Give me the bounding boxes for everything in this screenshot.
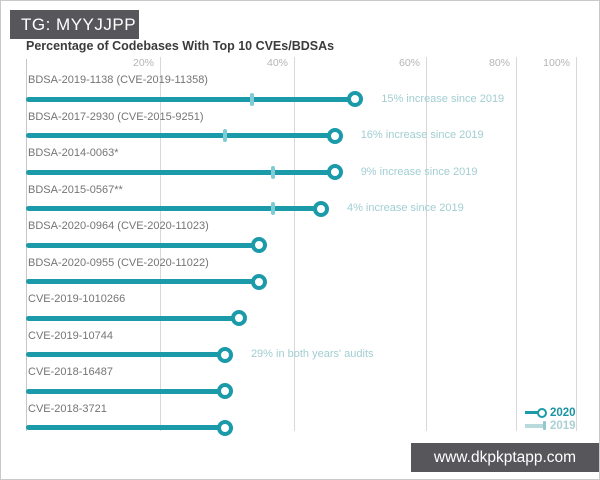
endpoint-2020-marker bbox=[216, 419, 233, 436]
bar-annotation: 15% increase since 2019 bbox=[381, 92, 505, 105]
endpoint-2020-marker bbox=[326, 127, 343, 144]
legend-label-2019: 2019 bbox=[550, 419, 576, 432]
bar-annotation: 9% increase since 2019 bbox=[360, 165, 478, 178]
legend-item-2019: 2019 bbox=[525, 419, 576, 432]
chart-title: Percentage of Codebases With Top 10 CVEs… bbox=[26, 39, 335, 53]
legend: 2020 2019 bbox=[525, 406, 576, 432]
marker-2019 bbox=[250, 92, 255, 106]
endpoint-2020-marker bbox=[326, 164, 343, 181]
bar-2020 bbox=[26, 242, 260, 248]
bar-2020 bbox=[26, 133, 335, 139]
bar-2020 bbox=[26, 279, 260, 285]
gridline bbox=[576, 57, 577, 431]
endpoint-2020-marker bbox=[312, 200, 329, 217]
endpoint-2020-marker bbox=[230, 310, 247, 327]
category-label: CVE-2018-3721 bbox=[28, 402, 107, 415]
legend-2019-line-tick-marker bbox=[525, 421, 546, 430]
bar-annotation: 16% increase since 2019 bbox=[360, 129, 484, 142]
bar-annotation: 29% in both years' audits bbox=[250, 348, 374, 361]
axis-tick-label: 60% bbox=[398, 57, 420, 69]
category-label: BDSA-2015-0567** bbox=[28, 183, 123, 196]
category-label: CVE-2019-10744 bbox=[28, 329, 114, 342]
bar-2020 bbox=[26, 425, 225, 431]
legend-item-2020: 2020 bbox=[525, 406, 576, 419]
category-label: BDSA-2020-0964 (CVE-2020-11023) bbox=[28, 220, 209, 233]
watermark-url: www.dkpkptapp.com bbox=[411, 443, 599, 472]
endpoint-2020-marker bbox=[251, 237, 268, 254]
category-label: BDSA-2019-1138 (CVE-2019-11358) bbox=[28, 74, 208, 86]
endpoint-2020-marker bbox=[216, 383, 233, 400]
bar-2020 bbox=[26, 206, 321, 212]
category-label: BDSA-2014-0063* bbox=[28, 147, 119, 160]
legend-label-2020: 2020 bbox=[550, 406, 576, 419]
category-label: BDSA-2020-0955 (CVE-2020-11022) bbox=[28, 256, 209, 269]
tg-badge: TG: MYYJJPP bbox=[10, 10, 139, 39]
bar-2020 bbox=[26, 352, 225, 358]
marker-2019 bbox=[222, 129, 227, 143]
endpoint-2020-marker bbox=[216, 346, 233, 363]
bar-2020 bbox=[26, 169, 335, 175]
gridline bbox=[516, 57, 517, 431]
marker-2019 bbox=[270, 165, 275, 179]
axis-tick-label: 80% bbox=[488, 57, 510, 69]
bar-2020 bbox=[26, 315, 239, 321]
legend-2019-tick-icon bbox=[543, 421, 546, 430]
gridline bbox=[426, 57, 427, 431]
bar-annotation: 4% increase since 2019 bbox=[346, 202, 464, 215]
bar-2020 bbox=[26, 388, 225, 394]
category-label: CVE-2018-16487 bbox=[28, 366, 114, 379]
axis-tick-label: 40% bbox=[266, 57, 288, 69]
marker-2019 bbox=[270, 202, 275, 216]
endpoint-2020-marker bbox=[251, 273, 268, 290]
bar-2020 bbox=[26, 96, 356, 102]
category-label: BDSA-2017-2930 (CVE-2015-9251) bbox=[28, 110, 204, 123]
gridline bbox=[294, 57, 295, 431]
legend-2020-line-circle-marker bbox=[525, 407, 547, 418]
legend-2020-circle-icon bbox=[537, 407, 547, 418]
axis-tick-label: 20% bbox=[132, 57, 154, 69]
category-label: CVE-2019-1010266 bbox=[28, 293, 126, 306]
axis-tick-label: 100% bbox=[543, 57, 570, 69]
endpoint-2020-marker bbox=[347, 91, 364, 107]
